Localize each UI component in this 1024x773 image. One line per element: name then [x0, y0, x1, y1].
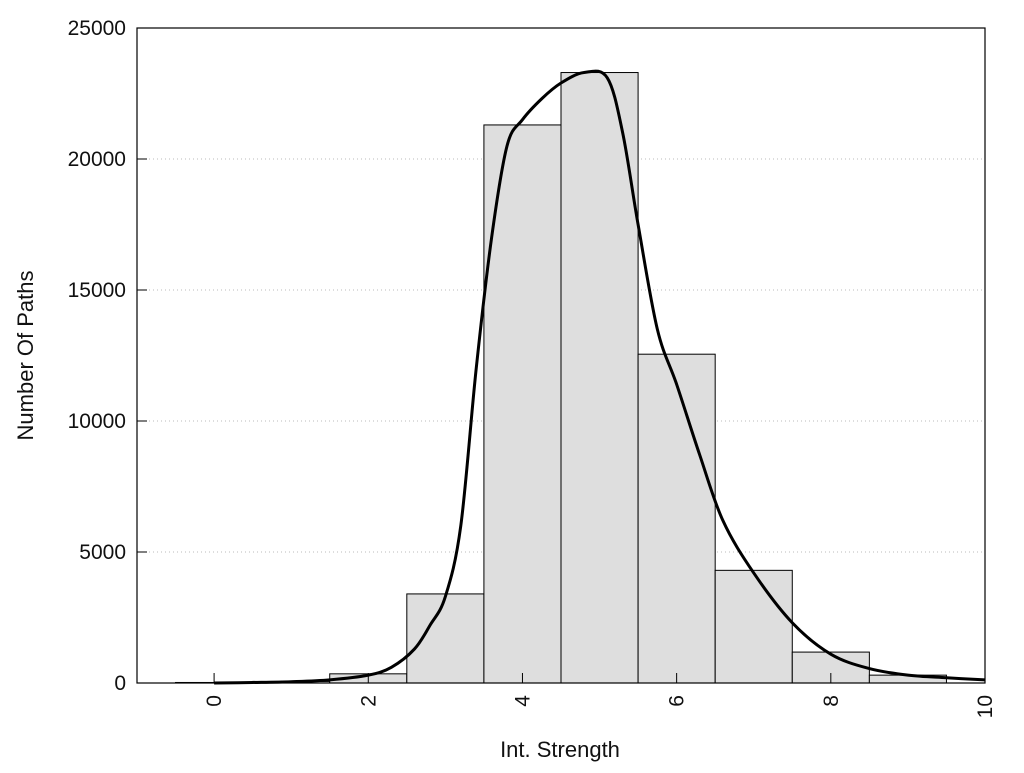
density-curve [214, 69, 986, 685]
x-tick-label: 10 [974, 695, 997, 718]
y-axis-label: Number Of Paths [13, 271, 38, 441]
bars-layer [175, 72, 947, 684]
histogram-bar [483, 124, 562, 684]
plot-frame [136, 27, 986, 684]
y-tick-label: 20000 [68, 148, 126, 171]
x-tick-label: 0 [203, 695, 226, 707]
histogram-bar [714, 569, 793, 684]
x-tick-label: 6 [666, 695, 689, 707]
y-tick-label: 5000 [79, 541, 126, 564]
histogram-bar [637, 353, 716, 684]
y-tick-label: 0 [114, 672, 126, 695]
y-tick-label: 15000 [68, 279, 126, 302]
y-tick-label: 25000 [68, 17, 126, 40]
x-axis-label: Int. Strength [500, 737, 620, 762]
histogram-bar [406, 593, 485, 684]
x-axis-ticks: 0 2 4 6 8 10 [203, 673, 997, 718]
curve-layer [214, 69, 986, 685]
x-tick-label: 4 [511, 695, 534, 707]
x-tick-label: 2 [357, 695, 380, 707]
x-tick-label: 8 [820, 695, 843, 707]
y-axis-ticks: 0 5000 10000 15000 20000 25000 [68, 17, 147, 695]
histogram-bar [560, 72, 639, 684]
y-tick-label: 10000 [68, 410, 126, 433]
